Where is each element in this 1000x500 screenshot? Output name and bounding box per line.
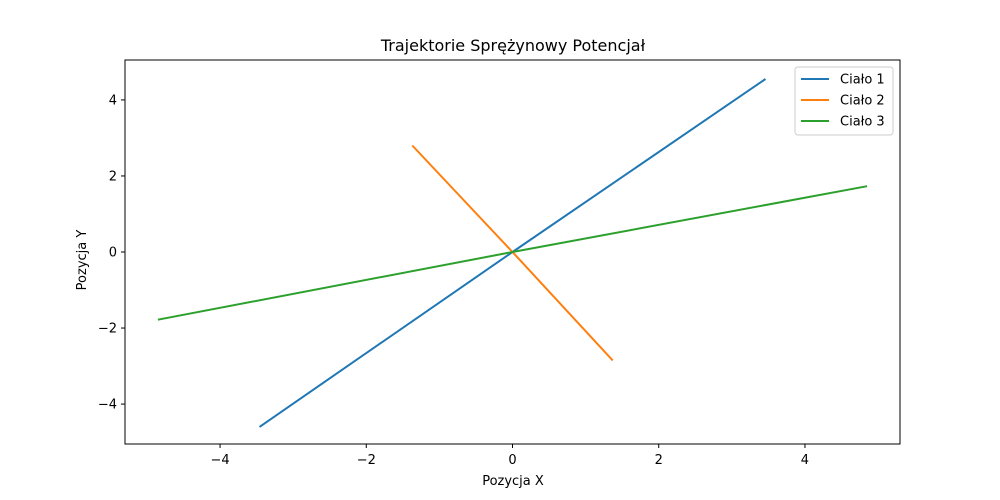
- x-tick-label: 0: [508, 453, 516, 468]
- legend: Ciało 1 Ciało 2 Ciało 3: [794, 66, 894, 136]
- chart-title: Trajektorie Sprężynowy Potencjał: [380, 36, 646, 55]
- y-tick-label: 0: [109, 246, 117, 261]
- legend-label-2: Ciało 2: [840, 94, 885, 109]
- series-line-3: [157, 185, 868, 321]
- y-axis-label: Pozycja Y: [75, 230, 90, 291]
- y-tick-label: 2: [109, 169, 117, 184]
- y-tick-label: −4: [98, 398, 117, 413]
- y-tick-label: −2: [98, 322, 117, 337]
- y-tick-label: 4: [109, 93, 117, 108]
- legend-box: [794, 66, 894, 136]
- legend-label-3: Ciało 3: [840, 115, 885, 130]
- x-tick-label: 4: [801, 453, 809, 468]
- legend-label-1: Ciało 1: [840, 73, 885, 88]
- ticks-group: −4 −2 0 2 4 −4 −2 0 2 4: [98, 93, 809, 468]
- x-tick-label: −2: [357, 453, 376, 468]
- plot-lines-group: [157, 78, 868, 428]
- x-tick-label: 2: [655, 453, 663, 468]
- x-tick-label: −4: [210, 453, 229, 468]
- axes-frame: [124, 59, 901, 445]
- x-axis-label: Pozycja X: [482, 474, 544, 489]
